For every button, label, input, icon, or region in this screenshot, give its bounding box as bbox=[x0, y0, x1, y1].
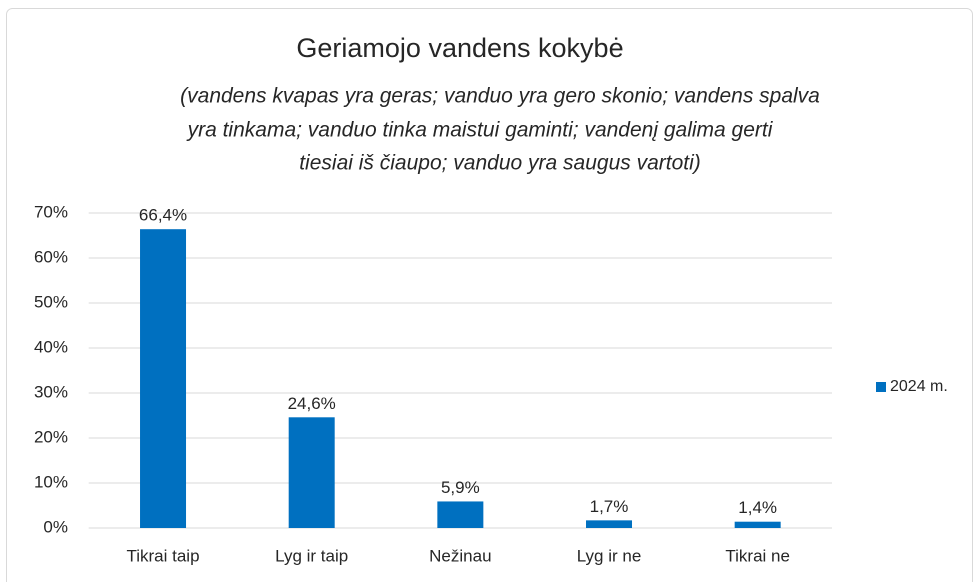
x-tick-label: Lyg ir ne bbox=[577, 546, 642, 565]
chart-subtitle: yra tinkama; vanduo tinka maistui gamint… bbox=[186, 119, 774, 142]
x-tick-label: Tikrai ne bbox=[725, 546, 790, 565]
y-tick-label: 10% bbox=[34, 472, 68, 491]
y-tick-label: 50% bbox=[34, 292, 68, 311]
x-tick-label: Tikrai taip bbox=[126, 546, 199, 565]
y-tick-label: 0% bbox=[43, 517, 68, 536]
bar bbox=[288, 417, 335, 528]
chart-subtitle: tiesiai iš čiaupo; vanduo yra saugus var… bbox=[299, 152, 701, 175]
y-tick-label: 40% bbox=[34, 337, 68, 356]
x-tick-label: Nežinau bbox=[429, 546, 491, 565]
y-tick-label: 20% bbox=[34, 427, 68, 446]
bar bbox=[734, 521, 781, 528]
x-tick-label: Lyg ir taip bbox=[275, 546, 348, 565]
legend-label: 2024 m. bbox=[890, 378, 948, 395]
bar bbox=[437, 501, 484, 528]
data-label: 24,6% bbox=[288, 394, 336, 413]
data-label: 66,4% bbox=[139, 206, 187, 225]
legend-swatch bbox=[876, 382, 886, 392]
data-label: 1,7% bbox=[590, 497, 629, 516]
chart-title: Geriamojo vandens kokybė bbox=[296, 33, 623, 63]
chart-subtitle: (vandens kvapas yra geras; vanduo yra ge… bbox=[180, 85, 820, 108]
data-label: 1,4% bbox=[738, 498, 777, 517]
y-tick-label: 30% bbox=[34, 382, 68, 401]
y-tick-label: 60% bbox=[34, 247, 68, 266]
chart-frame bbox=[6, 8, 973, 582]
bar bbox=[140, 229, 187, 528]
bar bbox=[586, 520, 633, 528]
y-tick-label: 70% bbox=[34, 202, 68, 221]
data-label: 5,9% bbox=[441, 478, 480, 497]
